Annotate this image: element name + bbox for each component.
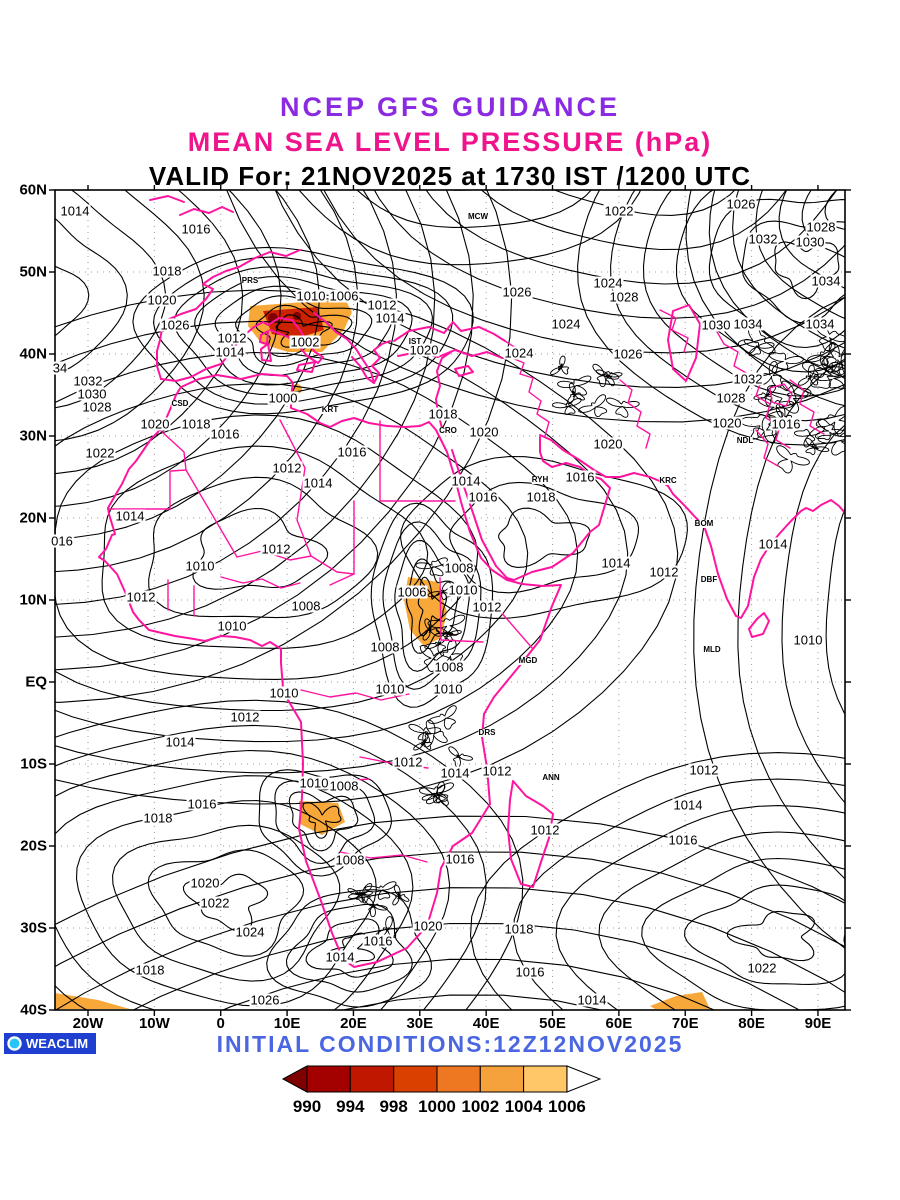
title-model: NCEP GFS GUIDANCE — [279, 92, 621, 122]
weaclim-logo: WEACLIM — [4, 1033, 97, 1054]
map-frame — [49, 185, 851, 1016]
weaclim-logo-text: WEACLIM — [26, 1036, 89, 1051]
title-field: MEAN SEA LEVEL PRESSURE (hPa) — [187, 127, 713, 157]
colorbar — [281, 1065, 602, 1093]
weaclim-logo-icon — [7, 1036, 22, 1051]
coastlines-and-borders — [98, 195, 845, 968]
title-valid-time: VALID For: 21NOV2025 at 1730 IST /1200 U… — [148, 161, 752, 191]
pressure-fill-regions — [55, 299, 710, 1009]
initial-conditions-text: INITIAL CONDITIONS:12Z12NOV2025 — [216, 1031, 684, 1057]
